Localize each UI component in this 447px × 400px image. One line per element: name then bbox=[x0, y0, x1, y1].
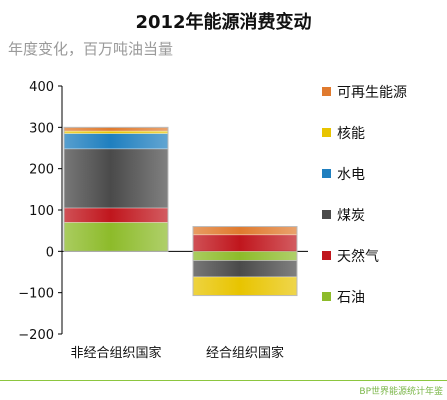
bar-segment-gas bbox=[63, 207, 169, 223]
bar-outline bbox=[63, 126, 169, 252]
bar-segment-nuclear bbox=[192, 276, 298, 296]
y-tick-label: 400 bbox=[29, 80, 54, 95]
legend-label-renewables: 可再生能源 bbox=[337, 85, 407, 101]
bar-segment-gas bbox=[192, 234, 298, 252]
chart-subtitle: 年度变化，百万吨油当量 bbox=[8, 40, 174, 58]
chart-title: 2012年能源消费变动 bbox=[135, 12, 312, 33]
y-tick-label: 300 bbox=[29, 121, 54, 136]
bar-segment-coal bbox=[63, 148, 169, 209]
bar-segment-nuclear bbox=[63, 130, 169, 134]
legend-swatch-hydro bbox=[322, 169, 331, 178]
y-tick-label: −100 bbox=[18, 287, 54, 302]
y-tick-label: 100 bbox=[29, 204, 54, 219]
bar-segment-oil bbox=[192, 251, 298, 261]
legend-label-coal: 煤炭 bbox=[337, 208, 365, 224]
legend-swatch-oil bbox=[322, 292, 331, 301]
y-tick-label: 200 bbox=[29, 163, 54, 178]
bar-outline bbox=[192, 226, 298, 297]
legend-swatch-gas bbox=[322, 251, 331, 260]
legend-label-oil: 石油 bbox=[337, 290, 365, 306]
legend-label-nuclear: 核能 bbox=[337, 126, 365, 142]
legend-label-gas: 天然气 bbox=[337, 248, 379, 265]
y-tick-label: 0 bbox=[46, 245, 54, 260]
y-tick-label: −200 bbox=[18, 328, 54, 343]
bar-segment-hydro bbox=[63, 133, 169, 150]
source-label: BP世界能源统计年鉴 bbox=[359, 387, 443, 397]
bar-segment-oil bbox=[63, 222, 169, 252]
bar-segment-coal bbox=[192, 260, 298, 278]
bar-segment-renewables bbox=[192, 226, 298, 236]
legend-swatch-renewables bbox=[322, 87, 331, 96]
legend-swatch-nuclear bbox=[322, 128, 331, 137]
bar-segment-renewables bbox=[63, 127, 169, 132]
legend-label-hydro: 水电 bbox=[337, 167, 365, 183]
x-tick-label: 非经合组织国家 bbox=[70, 345, 161, 361]
x-tick-label: 经合组织国家 bbox=[206, 345, 284, 361]
footer-divider bbox=[0, 380, 447, 381]
legend-swatch-coal bbox=[322, 210, 331, 219]
